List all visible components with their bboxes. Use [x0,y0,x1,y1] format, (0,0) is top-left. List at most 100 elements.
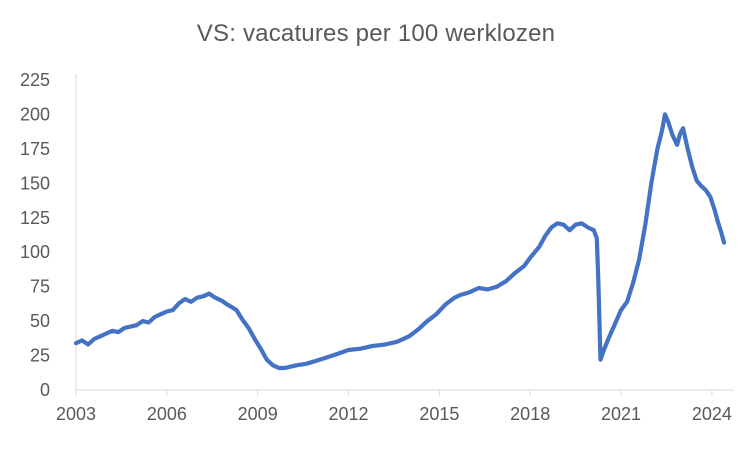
x-tick-label: 2021 [601,404,641,424]
data-point [80,338,84,342]
data-point [713,209,717,213]
data-point [722,241,726,245]
data-point [613,322,617,326]
data-point [407,334,411,338]
x-tick-label: 2018 [510,404,550,424]
data-point [159,312,163,316]
data-point [602,347,606,351]
data-point [695,179,699,183]
y-tick-label: 50 [30,311,50,331]
data-point [74,341,78,345]
data-point [289,365,293,369]
y-tick-label: 225 [20,70,50,90]
data-point [195,296,199,300]
data-point [625,300,629,304]
x-tick-label: 2024 [692,404,732,424]
data-point [86,343,90,347]
data-point [556,221,560,225]
y-tick-label: 125 [20,208,50,228]
data-point [619,308,623,312]
data-point [116,330,120,334]
data-point [663,112,667,116]
data-point [675,143,679,147]
data-point [699,184,703,188]
data-point [201,294,205,298]
data-point [235,308,239,312]
axes [75,74,734,396]
data-point [347,348,351,352]
y-tick-label: 0 [40,380,50,400]
data-point [574,223,578,227]
data-point [631,281,635,285]
data-point [453,296,457,300]
data-point [304,362,308,366]
y-tick-label: 150 [20,173,50,193]
data-point [568,228,572,232]
y-tick-label: 175 [20,139,50,159]
data-point [104,332,108,336]
data-point [666,119,670,123]
data-point [122,326,126,330]
data-point [513,271,517,275]
data-point [528,256,532,260]
data-point [265,358,269,362]
data-point [649,181,653,185]
data-point [595,236,599,240]
data-point [660,129,664,133]
data-point [277,366,281,370]
data-point [322,356,326,360]
data-point [334,352,338,356]
data-point [592,228,596,232]
x-tick-label: 2006 [147,404,187,424]
data-point [468,290,472,294]
data-point [213,296,217,300]
data-point [434,312,438,316]
data-point [183,297,187,301]
data-point [219,298,223,302]
y-tick-label: 25 [30,346,50,366]
data-point [678,132,682,136]
data-point [171,308,175,312]
series-layer [73,112,727,371]
data-point [189,300,193,304]
data-point [98,334,102,338]
data-point [719,230,723,234]
data-point [655,147,659,151]
x-tick-label: 2012 [328,404,368,424]
data-point [147,321,151,325]
data-point [495,285,499,289]
data-point [271,363,275,367]
data-point [716,220,720,224]
data-point [537,245,541,249]
series-line [73,112,727,371]
data-point [596,278,600,282]
y-tick-label: 100 [20,242,50,262]
data-point [383,343,387,347]
data-point [522,264,526,268]
data-point [580,221,584,225]
y-tick-label: 75 [30,277,50,297]
x-tick-label: 2009 [238,404,278,424]
data-point [671,133,675,137]
tick-labels: 0 25 50 75 100 125 150 175 200 225 2003 2006 2009 201… [20,70,732,424]
data-point [395,340,399,344]
data-point [599,358,603,362]
data-point [486,287,490,291]
data-point [165,310,169,314]
data-point [247,326,251,330]
x-tick-label: 2003 [56,404,96,424]
data-point [135,323,139,327]
data-point [425,319,429,323]
data-point [371,344,375,348]
data-point [504,279,508,283]
data-point [225,303,229,307]
data-point [704,188,708,192]
data-point [637,257,641,261]
data-point [177,301,181,305]
data-point [141,319,145,323]
data-point [129,325,133,329]
data-point [359,347,363,351]
data-point [681,126,685,130]
